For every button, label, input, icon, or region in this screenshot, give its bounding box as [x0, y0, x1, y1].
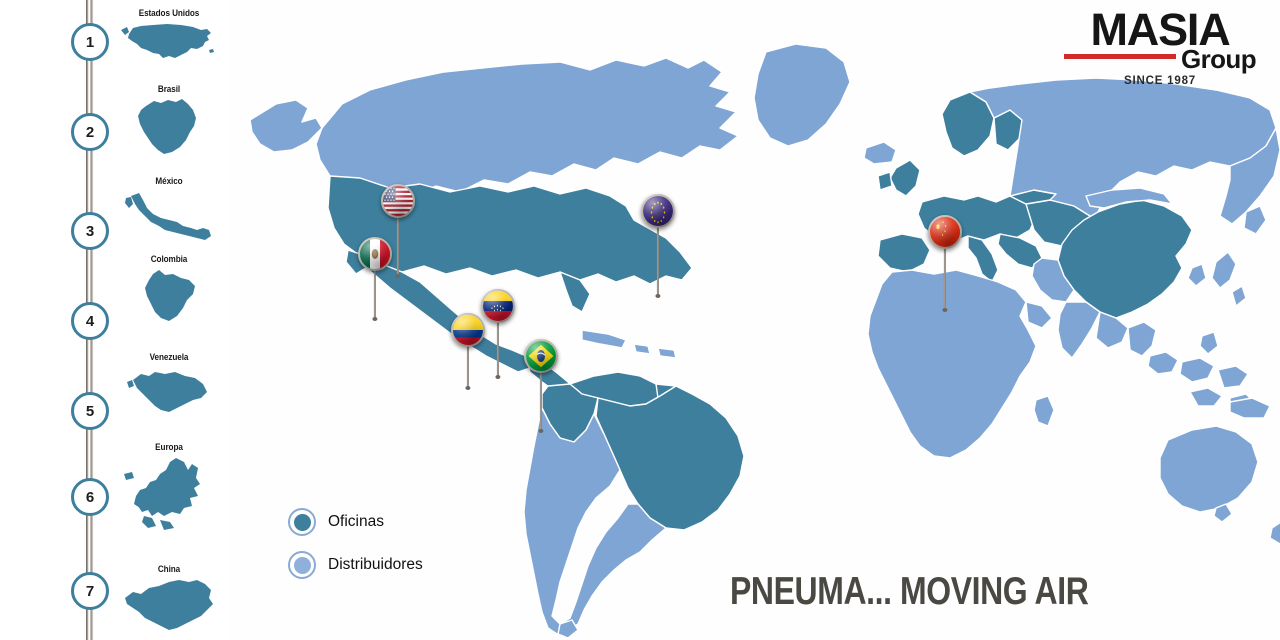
sidebar-label-estados-unidos: Estados Unidos: [138, 8, 200, 19]
sidebar-label-venezuela: Venezuela: [149, 352, 189, 363]
map-pin-colombia[interactable]: [451, 313, 485, 393]
step-number: 4: [85, 312, 95, 330]
map-pin-venezuela[interactable]: [481, 289, 515, 381]
sidebar-label-europa: Europa: [155, 442, 183, 453]
sidebar-shape-colombia: [110, 268, 228, 326]
venezuela-flag-icon: [481, 289, 515, 323]
sidebar-label-china: China: [157, 564, 181, 575]
step-number: 3: [85, 222, 95, 240]
pin-stem: [943, 245, 947, 310]
timeline-step-3[interactable]: 3: [71, 212, 109, 250]
world-map-container: [230, 0, 1280, 640]
logo-since-text: SINCE 1987: [1124, 75, 1196, 88]
sidebar-shape-venezuela: [110, 366, 228, 420]
timeline-step-5[interactable]: 5: [71, 392, 109, 430]
pin-stem: [396, 214, 400, 276]
timeline-step-7[interactable]: 7: [71, 572, 109, 610]
china-flag-icon: [928, 215, 962, 249]
step-number: 5: [85, 402, 95, 420]
logo-subrow: Group: [1064, 44, 1257, 75]
step-number: 7: [85, 582, 95, 600]
legend-item-distribuidores: Distribuidores: [288, 551, 423, 579]
pin-stem: [656, 224, 660, 296]
step-number: 1: [85, 33, 95, 51]
map-pin-brasil[interactable]: [524, 339, 558, 437]
pin-stem: [496, 319, 500, 377]
tagline: PNEUMA... MOVING AIR: [730, 570, 1089, 613]
legend-item-oficinas: Oficinas: [288, 508, 423, 536]
pin-stem: [539, 369, 543, 431]
legend-label-distribuidores: Distribuidores: [328, 556, 423, 573]
brazil-flag-icon: [524, 339, 558, 373]
legend-label-oficinas: Oficinas: [328, 513, 384, 530]
pin-stem: [373, 267, 377, 319]
world-map-svg: [230, 0, 1280, 640]
map-pin-china[interactable]: [928, 215, 962, 316]
timeline-step-6[interactable]: 6: [71, 478, 109, 516]
country-timeline-sidebar: 1 2 3 4 5 6 7 Estados Unidos Brasil Méxi…: [0, 0, 230, 640]
logo-red-rule: [1064, 54, 1176, 60]
logo-group-text: Group: [1181, 44, 1257, 75]
timeline-step-2[interactable]: 2: [71, 113, 109, 151]
step-number: 6: [85, 488, 95, 506]
sidebar-shape-usa: [110, 20, 228, 70]
sidebar-label-colombia: Colombia: [150, 254, 188, 265]
step-number: 2: [85, 123, 95, 141]
usa-flag-icon: [381, 184, 415, 218]
sidebar-shape-china: [110, 576, 228, 634]
map-legend: Oficinas Distribuidores: [288, 508, 423, 594]
eu-flag-icon: [641, 194, 675, 228]
sidebar-shape-mexico: [110, 188, 228, 244]
pin-stem: [466, 343, 470, 388]
logo-wordmark: MASIA: [1090, 4, 1231, 55]
timeline-step-1[interactable]: 1: [71, 23, 109, 61]
colombia-flag-icon: [451, 313, 485, 347]
masia-group-logo: MASIA Group SINCE 1987: [1064, 4, 1257, 88]
office-marker-icon: [288, 508, 316, 536]
distributor-marker-icon: [288, 551, 316, 579]
sidebar-label-brasil: Brasil: [157, 84, 181, 95]
sidebar-shape-brazil: [110, 96, 228, 158]
sidebar-shape-europe: [110, 454, 228, 532]
map-pin-mexico[interactable]: [358, 237, 392, 323]
mexico-flag-icon: [358, 237, 392, 271]
sidebar-label-mexico: México: [155, 176, 183, 187]
timeline-step-4[interactable]: 4: [71, 302, 109, 340]
map-pin-europa[interactable]: [641, 194, 675, 302]
